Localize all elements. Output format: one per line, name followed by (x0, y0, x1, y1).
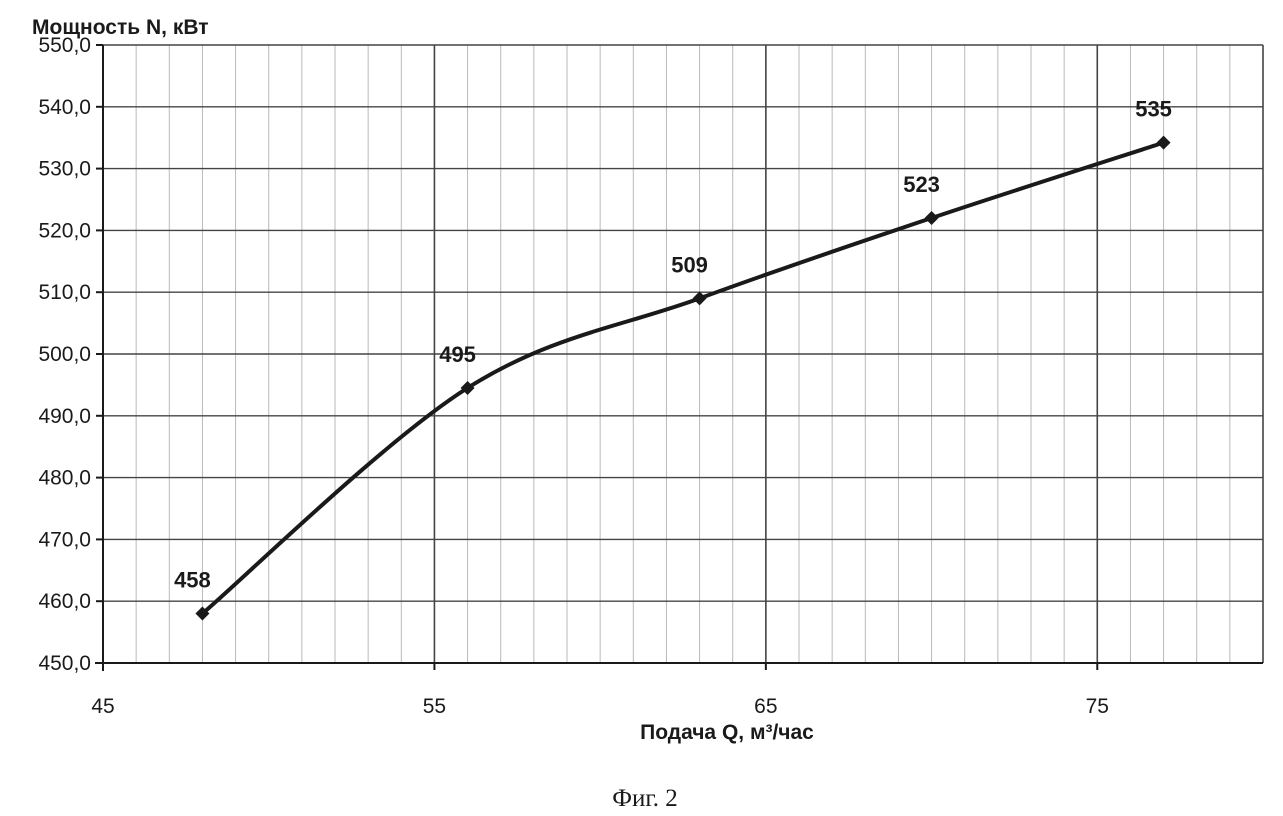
y-tick-label: 500,0 (38, 343, 91, 366)
data-label: 495 (439, 342, 476, 367)
y-tick-label: 480,0 (38, 467, 91, 490)
data-point-marker (925, 211, 939, 225)
y-tick-label: 540,0 (38, 96, 91, 119)
chart-grid (103, 45, 1263, 663)
data-label: 458 (174, 568, 211, 593)
data-point-marker (1157, 136, 1171, 150)
trend-curve (202, 143, 1163, 614)
x-tick-label: 45 (91, 695, 114, 718)
y-tick-label: 520,0 (38, 219, 91, 242)
x-tick-label: 55 (423, 695, 446, 718)
x-tick-label: 75 (1086, 695, 1109, 718)
data-label: 523 (903, 172, 940, 197)
y-tick-label: 470,0 (38, 528, 91, 551)
x-tick-label: 65 (754, 695, 777, 718)
data-point-marker (693, 291, 707, 305)
data-label: 535 (1135, 97, 1172, 122)
y-tick-label: 460,0 (38, 590, 91, 613)
y-tick-label: 450,0 (38, 652, 91, 675)
data-label: 509 (671, 252, 708, 277)
data-points: 458 495 509 523 535 (174, 97, 1172, 621)
x-axis-title: Подача Q, м³/час (640, 721, 814, 744)
chart-axes (95, 45, 1263, 671)
y-tick-label: 530,0 (38, 158, 91, 181)
y-axis-title: Мощность N, кВт (32, 16, 209, 39)
y-tick-label: 510,0 (38, 281, 91, 304)
figure-caption: Фиг. 2 (612, 785, 678, 812)
y-tick-label: 490,0 (38, 405, 91, 428)
